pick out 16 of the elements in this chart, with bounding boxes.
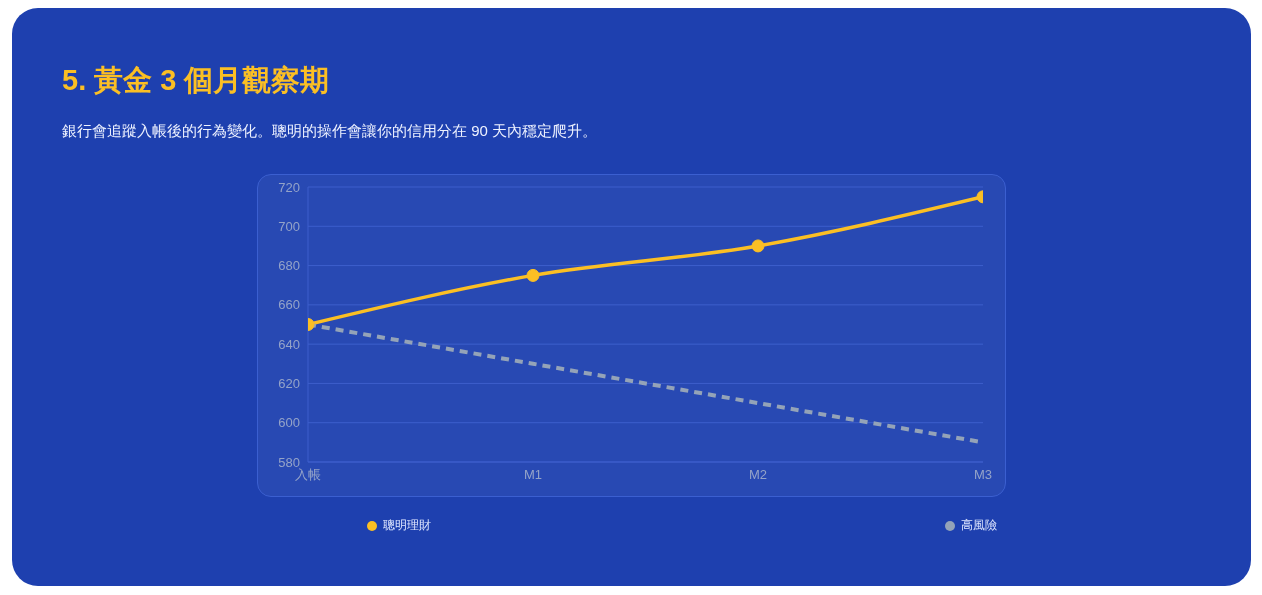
y-tick-label: 680 xyxy=(278,258,300,274)
y-tick-label: 640 xyxy=(278,336,300,352)
y-tick-label: 620 xyxy=(278,376,300,392)
y-tick-label: 600 xyxy=(278,415,300,431)
y-tick-label: 720 xyxy=(278,179,300,195)
y-tick-label: 700 xyxy=(278,218,300,234)
x-tick-label: M3 xyxy=(973,467,993,483)
y-tick-label: 580 xyxy=(278,454,300,470)
legend-label: 高風險 xyxy=(961,517,997,534)
x-tick-label: M2 xyxy=(748,467,768,483)
x-tick-label: M1 xyxy=(523,467,543,483)
x-tick-label: 入帳 xyxy=(295,467,321,483)
legend-label: 聰明理財 xyxy=(383,517,431,534)
chart-subtitle: 銀行會追蹤入帳後的行為變化。聰明的操作會讓你的信用分在 90 天內穩定爬升。 xyxy=(62,122,599,141)
y-tick-label: 660 xyxy=(278,297,300,313)
chart-title: 5. 黃金 3 個月觀察期 xyxy=(62,63,331,98)
